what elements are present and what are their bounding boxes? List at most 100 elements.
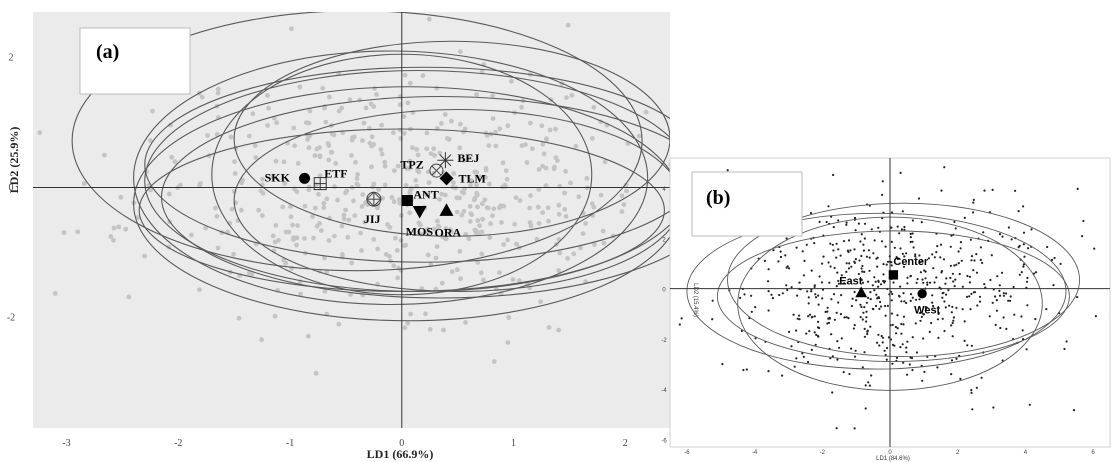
panel-a-observation-point xyxy=(505,340,511,345)
panel-b-observation-point xyxy=(818,275,821,278)
panel-b-observation-point xyxy=(990,254,993,257)
panel-b-observation-point xyxy=(917,197,921,200)
panel-a-observation-point xyxy=(302,236,307,241)
panel-a-observation-point xyxy=(475,260,481,265)
panel-b-observation-point xyxy=(895,332,898,335)
panel-b-observation-point xyxy=(882,273,885,276)
panel-b-observation-point xyxy=(795,246,798,249)
panel-b-observation-point xyxy=(955,306,958,309)
panel-a-observation-point xyxy=(378,147,384,152)
panel-a-observation-point xyxy=(483,165,489,171)
panel-a-observation-point xyxy=(148,187,154,193)
panel-a-x-tick-label: -1 xyxy=(286,438,294,449)
panel-b-observation-point xyxy=(932,304,935,308)
panel-b-observation-point xyxy=(881,336,885,339)
panel-b-observation-point xyxy=(863,327,866,330)
group-marker-etf xyxy=(313,177,327,191)
panel-a-observation-point xyxy=(479,251,485,257)
panel-b-observation-point xyxy=(871,284,874,287)
panel-a-ellipse xyxy=(233,108,670,293)
panel-b-observation-point xyxy=(914,253,917,256)
panel-a-observation-point xyxy=(454,267,460,273)
panel-b-observation-point xyxy=(955,138,957,140)
panel-b-observation-point xyxy=(906,373,909,376)
panel-b-observation-point xyxy=(899,171,902,174)
panel-b-observation-point xyxy=(960,259,963,262)
panel-b-observation-point xyxy=(983,283,986,286)
panel-b-observation-point xyxy=(807,302,810,305)
panel-b-observation-point xyxy=(821,262,824,265)
group-marker-west xyxy=(917,289,927,299)
panel-b-observation-point xyxy=(883,349,886,352)
panel-a-observation-point xyxy=(215,245,221,251)
panel-b-observation-point xyxy=(1082,219,1085,223)
panel-a-observation-point xyxy=(346,217,352,223)
panel-a-observation-point xyxy=(359,248,364,253)
panel-a-observation-point xyxy=(536,221,542,226)
panel-b-observation-point xyxy=(1109,317,1110,319)
panel-a-observation-point xyxy=(360,192,366,198)
panel-b-observation-point xyxy=(854,217,857,220)
panel-b-observation-point xyxy=(836,340,839,343)
panel-a-observation-point xyxy=(349,260,355,266)
panel-b-observation-point xyxy=(843,282,846,285)
panel-b-observation-point xyxy=(973,259,976,262)
panel-b-observation-point xyxy=(869,291,872,294)
panel-a-observation-point xyxy=(563,168,568,174)
panel-b-observation-point xyxy=(833,318,837,321)
panel-a-observation-point xyxy=(473,228,479,234)
panel-a-observation-point xyxy=(514,241,519,247)
panel-a-observation-point xyxy=(426,16,432,22)
panel-b-observation-point xyxy=(831,243,834,246)
panel-b-observation-point xyxy=(943,300,946,303)
panel-a-observation-point xyxy=(431,226,437,232)
panel-b-observation-point xyxy=(779,250,782,253)
panel-b-observation-point xyxy=(872,252,875,255)
panel-b-observation-point xyxy=(828,281,831,284)
panel-b-observation-point xyxy=(845,221,848,224)
panel-b-observation-point xyxy=(911,232,914,235)
panel-b-observation-point xyxy=(1026,276,1029,280)
panel-b-observation-point xyxy=(853,324,856,327)
panel-a-observation-point xyxy=(425,231,430,237)
panel-a-observation-point xyxy=(343,190,348,196)
panel-b-observation-point xyxy=(865,301,869,304)
panel-a-observation-point xyxy=(306,187,312,193)
panel-a-observation-point xyxy=(540,141,546,147)
panel-b-observation-point xyxy=(975,253,978,256)
panel-b-observation-point xyxy=(1009,295,1012,298)
panel-b-observation-point xyxy=(905,301,908,305)
panel-b-y-tick-label: 2 xyxy=(662,237,666,243)
panel-b-observation-point xyxy=(935,251,938,254)
panel-a-observation-point xyxy=(423,311,428,317)
panel-a-observation-point xyxy=(321,200,327,206)
panel-a-observation-point xyxy=(544,136,549,142)
panel-b-observation-point xyxy=(895,356,899,359)
panel-b-observation-point xyxy=(808,330,811,333)
panel-b-observation-point xyxy=(880,305,883,308)
panel-a-observation-point xyxy=(322,255,327,261)
panel-b-observation-point xyxy=(1000,271,1004,274)
panel-b-observation-point xyxy=(911,368,914,372)
panel-a-observation-point xyxy=(111,225,117,231)
panel-a-observation-point xyxy=(443,236,449,242)
panel-a-observation-point xyxy=(387,225,393,230)
panel-b-observation-point xyxy=(941,317,944,320)
panel-b-observation-point xyxy=(886,260,890,263)
panel-a-observation-point xyxy=(546,218,551,224)
panel-b-y-tick-label: 0 xyxy=(662,288,666,294)
panel-b-observation-point xyxy=(890,299,893,302)
panel-b-x-tick-label: -6 xyxy=(684,450,690,456)
panel-b-observation-point xyxy=(920,221,923,224)
panel-a-observation-point xyxy=(311,235,316,241)
panel-b-observation-point xyxy=(845,316,848,319)
panel-b-observation-point xyxy=(809,211,813,215)
panel-b-observation-point xyxy=(1002,294,1006,297)
panel-b-observation-point xyxy=(926,281,929,284)
panel-a-observation-point xyxy=(428,151,434,157)
panel-b-observation-point xyxy=(914,322,917,325)
panel-a-observation-point xyxy=(493,143,499,149)
panel-a-observation-point xyxy=(576,194,582,200)
panel-b-observation-point xyxy=(957,250,960,253)
panel-a-observation-point xyxy=(333,161,339,166)
